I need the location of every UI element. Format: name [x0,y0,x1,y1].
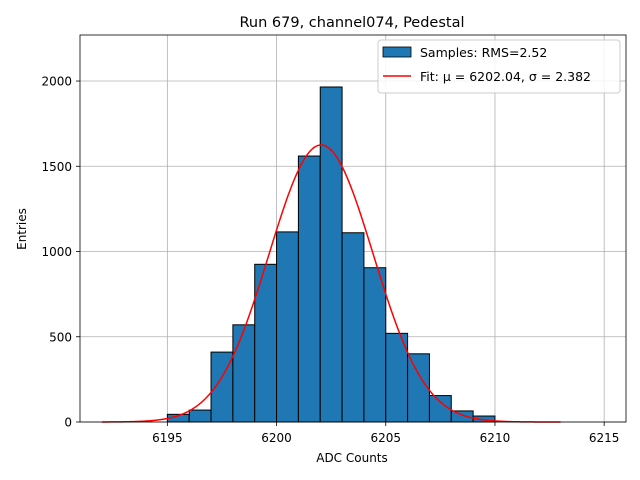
histogram-bar [450,410,474,423]
x-tick-label: 6200 [261,431,292,445]
histogram-bar [188,409,212,423]
y-axis-label: Entries [15,208,29,250]
histogram-bar [297,155,321,423]
histogram-bar [319,86,343,423]
y-tick-label: 0 [64,416,72,430]
chart-title: Run 679, channel074, Pedestal [239,15,464,31]
histogram-bar [428,395,452,423]
y-tick-label: 1000 [41,245,72,259]
histogram-bar [363,267,387,423]
x-axis-label: ADC Counts [316,451,388,465]
x-tick-label: 6205 [370,431,401,445]
y-tick-label: 2000 [41,75,72,89]
legend-box [377,39,621,94]
legend-histogram-label: Samples: RMS=2.52 [420,45,547,60]
x-axis-ticks: 6195 6200 6205 6210 6215 [152,422,619,445]
fit-curve [101,144,561,423]
histogram-bars [166,86,496,423]
histogram-bar [407,353,430,423]
y-tick-label: 1500 [41,160,72,174]
x-tick-label: 6210 [480,431,511,445]
fit-curve-layer [101,144,561,423]
histogram-bar [341,232,365,423]
x-tick-label: 6195 [152,431,183,445]
histogram-bar [276,231,299,423]
legend-histogram-swatch [382,46,412,58]
y-axis-ticks: 0 500 1000 1500 2000 [41,75,80,430]
y-tick-label: 500 [49,330,72,344]
legend-fit-label: Fit: μ = 6202.04, σ = 2.382 [420,69,591,84]
histogram-bar [232,324,256,423]
x-tick-label: 6215 [589,431,620,445]
plot-frame [79,34,627,423]
legend: Samples: RMS=2.52 Fit: μ = 6202.04, σ = … [377,39,621,94]
